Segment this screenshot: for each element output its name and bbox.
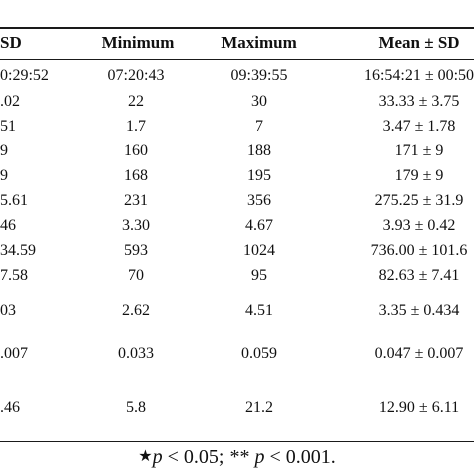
cell-sd: .007 (0, 345, 28, 362)
cell-sd: 0:29:52 (0, 67, 49, 84)
cell-maximum: 188 (247, 142, 271, 159)
cell-sd: .46 (0, 399, 20, 416)
table-bottom-rule (0, 441, 474, 442)
cell-mean-sd: 3.35 ± 0.434 (378, 302, 460, 319)
cell-minimum: 160 (124, 142, 148, 159)
cell-sd: 9 (0, 142, 8, 159)
footnote-p-1: p (152, 446, 163, 468)
cell-mean-sd: 0.047 ± 0.007 (374, 345, 464, 362)
cell-maximum: 95 (251, 267, 267, 284)
cell-sd: 46 (0, 217, 16, 234)
cell-minimum: 3.30 (122, 217, 150, 234)
table-header-rule (0, 59, 474, 60)
cell-sd: 34.59 (0, 242, 36, 259)
cell-maximum: 4.67 (245, 217, 273, 234)
cell-minimum: 593 (124, 242, 148, 259)
footnote-text-1: < 0.05; ** (162, 446, 255, 468)
cell-mean-sd: 179 ± 9 (394, 167, 444, 184)
cell-sd: 7.58 (0, 267, 28, 284)
cell-sd: 9 (0, 167, 8, 184)
cell-sd: .02 (0, 93, 20, 110)
cell-maximum: 09:39:55 (230, 67, 288, 84)
cell-mean-sd: 736.00 ± 101.6 (370, 242, 468, 259)
cell-mean-sd: 3.93 ± 0.42 (382, 217, 456, 234)
header-maximum: Maximum (221, 33, 297, 52)
cell-mean-sd: 16:54:21 ± 00:50 (363, 67, 474, 84)
cell-minimum: 5.8 (126, 399, 146, 416)
cell-mean-sd: 171 ± 9 (394, 142, 444, 159)
header-mean-sd: Mean ± SD (378, 33, 460, 52)
cell-maximum: 356 (247, 192, 271, 209)
cell-mean-sd: 12.90 ± 6.11 (378, 399, 460, 416)
table-top-rule (0, 27, 474, 29)
cell-minimum: 1.7 (126, 118, 146, 135)
footnote-text-2: < 0.001. (264, 446, 336, 468)
footnote: ★p < 0.05; ** p < 0.001. (0, 445, 474, 469)
cell-mean-sd: 33.33 ± 3.75 (378, 93, 460, 110)
cell-maximum: 4.51 (245, 302, 273, 319)
cell-sd: 51 (0, 118, 16, 135)
cell-maximum: 30 (251, 93, 267, 110)
header-minimum: Minimum (101, 33, 175, 52)
cell-minimum: 2.62 (122, 302, 150, 319)
cell-mean-sd: 275.25 ± 31.9 (374, 192, 464, 209)
cell-sd: 5.61 (0, 192, 28, 209)
header-sd: SD (0, 33, 22, 52)
footnote-p-2: p (254, 446, 265, 468)
cell-minimum: 0.033 (118, 345, 154, 362)
cell-minimum: 168 (124, 167, 148, 184)
cell-mean-sd: 82.63 ± 7.41 (378, 267, 460, 284)
cell-maximum: 7 (255, 118, 263, 135)
cell-sd: 03 (0, 302, 16, 319)
cell-mean-sd: 3.47 ± 1.78 (382, 118, 456, 135)
cell-maximum: 1024 (243, 242, 275, 259)
cell-minimum: 22 (128, 93, 144, 110)
cell-minimum: 07:20:43 (107, 67, 165, 84)
star-symbol: ★ (138, 448, 153, 465)
cell-maximum: 195 (247, 167, 271, 184)
cell-maximum: 21.2 (245, 399, 273, 416)
cell-minimum: 70 (128, 267, 144, 284)
cell-minimum: 231 (124, 192, 148, 209)
cell-maximum: 0.059 (241, 345, 277, 362)
